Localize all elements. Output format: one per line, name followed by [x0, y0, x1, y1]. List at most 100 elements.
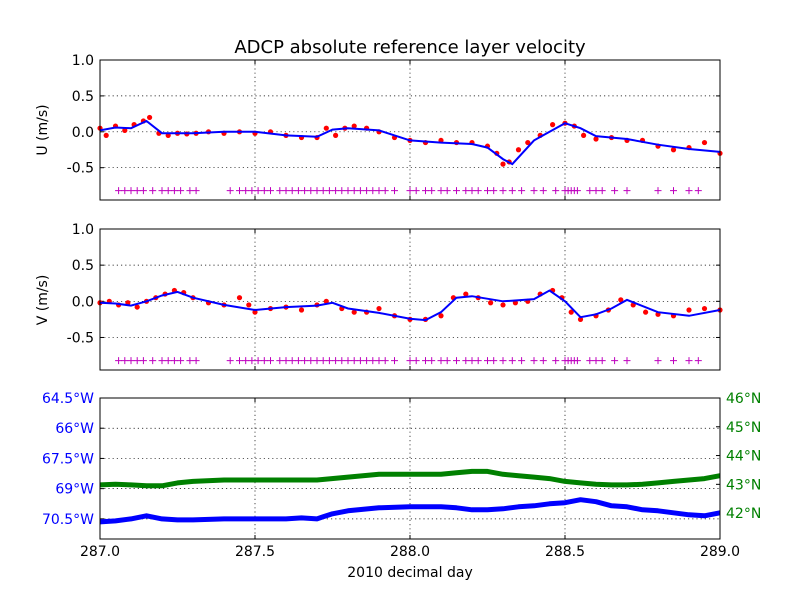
flag-marker [313, 357, 321, 365]
flag-marker [115, 357, 123, 365]
flag-marker [670, 357, 677, 365]
x-tick-label: 289.0 [700, 544, 740, 560]
raw-velocity-point [134, 304, 140, 310]
flag-marker [248, 357, 256, 365]
flag-marker [490, 357, 498, 365]
flag-marker [236, 357, 243, 365]
flag-marker [363, 357, 371, 365]
flag-marker [139, 187, 147, 195]
flag-marker [313, 187, 321, 195]
flag-marker [139, 357, 147, 365]
latitude-tick-label: 44°N [726, 449, 761, 465]
flag-marker [375, 187, 383, 195]
flag-marker [242, 357, 250, 365]
latitude-line [99, 468, 721, 489]
raw-velocity-point [298, 307, 305, 313]
raw-velocity-point [593, 136, 599, 142]
flag-marker [443, 357, 451, 365]
flag-marker [307, 357, 315, 365]
y-tick-label: -0.5 [67, 330, 94, 346]
raw-velocity-point [581, 132, 587, 138]
flag-marker [654, 187, 662, 195]
flag-marker [468, 187, 476, 195]
flag-marker [453, 357, 460, 365]
longitude-tick-label: 64.5°W [42, 391, 94, 407]
flag-marker [158, 357, 166, 365]
flag-marker [356, 357, 364, 365]
raw-velocity-point [236, 295, 243, 301]
raw-velocity-point [618, 297, 624, 303]
flag-marker [282, 357, 290, 365]
flag-marker [586, 357, 594, 365]
flag-marker [338, 187, 346, 195]
flag-marker [573, 187, 581, 195]
x-tick-label: 288.5 [545, 544, 585, 560]
flag-marker [260, 187, 268, 195]
flag-marker [412, 187, 420, 195]
raw-velocity-point [438, 313, 444, 319]
x-tick-label: 287.5 [235, 544, 275, 560]
flag-marker [133, 187, 141, 195]
flag-marker [301, 187, 309, 195]
raw-velocity-point [323, 125, 329, 131]
flag-marker [499, 187, 507, 195]
flag-marker [490, 187, 498, 195]
flag-marker [685, 187, 693, 195]
raw-velocity-point [103, 132, 109, 138]
longitude-line [99, 497, 721, 525]
raw-velocity-point [525, 139, 531, 146]
flag-marker [192, 357, 200, 365]
flag-marker [356, 187, 364, 195]
flag-marker [518, 357, 526, 365]
flag-marker [170, 357, 178, 365]
flag-marker [422, 187, 429, 195]
flag-marker [115, 187, 123, 195]
position-panel: 64.5°W 66°W 67.5°W 69°W 70.5°W 46°N 45°N 44°N 43… [42, 391, 761, 560]
flag-marker [391, 357, 398, 365]
y-tick-label: 0.5 [72, 89, 94, 105]
flag-marker [654, 357, 662, 365]
flag-marker [344, 187, 352, 195]
raw-velocity-point [323, 298, 329, 304]
flag-marker [276, 357, 284, 365]
flag-marker [226, 357, 234, 365]
flag-marker [428, 357, 436, 365]
raw-velocity-point [333, 132, 339, 138]
flag-marker [192, 187, 200, 195]
flag-marker [694, 187, 702, 195]
flag-marker [474, 187, 482, 195]
flag-marker [539, 357, 547, 365]
flag-marker [406, 357, 414, 365]
latitude-tick-label: 43°N [726, 477, 761, 493]
flag-marker [598, 187, 606, 195]
flag-marker [121, 187, 129, 195]
flag-marker [236, 187, 243, 195]
u-axis-label: U (m/s) [35, 104, 51, 155]
raw-velocity-point [550, 122, 556, 128]
flag-marker [484, 357, 491, 365]
flag-marker [267, 187, 274, 195]
x-axis-label: 2010 decimal day [347, 565, 472, 581]
flag-marker [623, 357, 631, 365]
flag-marker [369, 357, 377, 365]
longitude-tick-label: 66°W [55, 421, 94, 437]
flag-marker [325, 187, 333, 195]
flag-marker [350, 187, 358, 195]
flag-marker [332, 357, 340, 365]
flag-marker [164, 187, 172, 195]
flag-marker [623, 187, 631, 195]
flag-marker [592, 357, 600, 365]
flag-marker [267, 357, 274, 365]
raw-velocity-point [701, 139, 708, 146]
v-axis-label: V (m/s) [35, 275, 51, 326]
raw-velocity-point [376, 305, 382, 312]
latitude-tick-label: 42°N [726, 506, 761, 522]
flag-marker [254, 357, 262, 365]
longitude-tick-label: 69°W [55, 482, 94, 498]
flag-marker [164, 357, 172, 365]
y-tick-label: -0.5 [67, 161, 94, 177]
flag-marker [391, 187, 398, 195]
flag-marker [276, 187, 284, 195]
flag-marker [226, 187, 234, 195]
